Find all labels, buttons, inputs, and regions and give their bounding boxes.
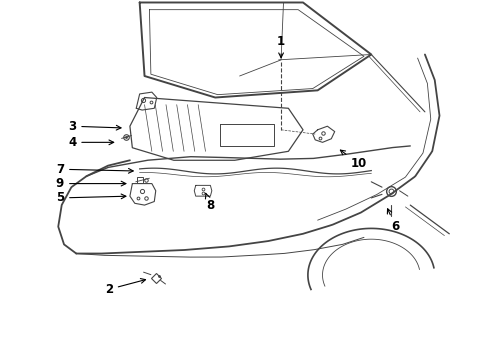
Text: 1: 1 xyxy=(276,35,285,58)
Text: 3: 3 xyxy=(68,120,121,133)
Text: 10: 10 xyxy=(340,150,366,170)
Text: 4: 4 xyxy=(68,136,114,149)
Text: 8: 8 xyxy=(205,193,214,212)
Text: 2: 2 xyxy=(104,279,145,296)
Text: 7: 7 xyxy=(56,163,133,176)
Text: 6: 6 xyxy=(386,209,399,233)
Text: 9: 9 xyxy=(56,177,125,190)
Text: 5: 5 xyxy=(56,192,125,204)
